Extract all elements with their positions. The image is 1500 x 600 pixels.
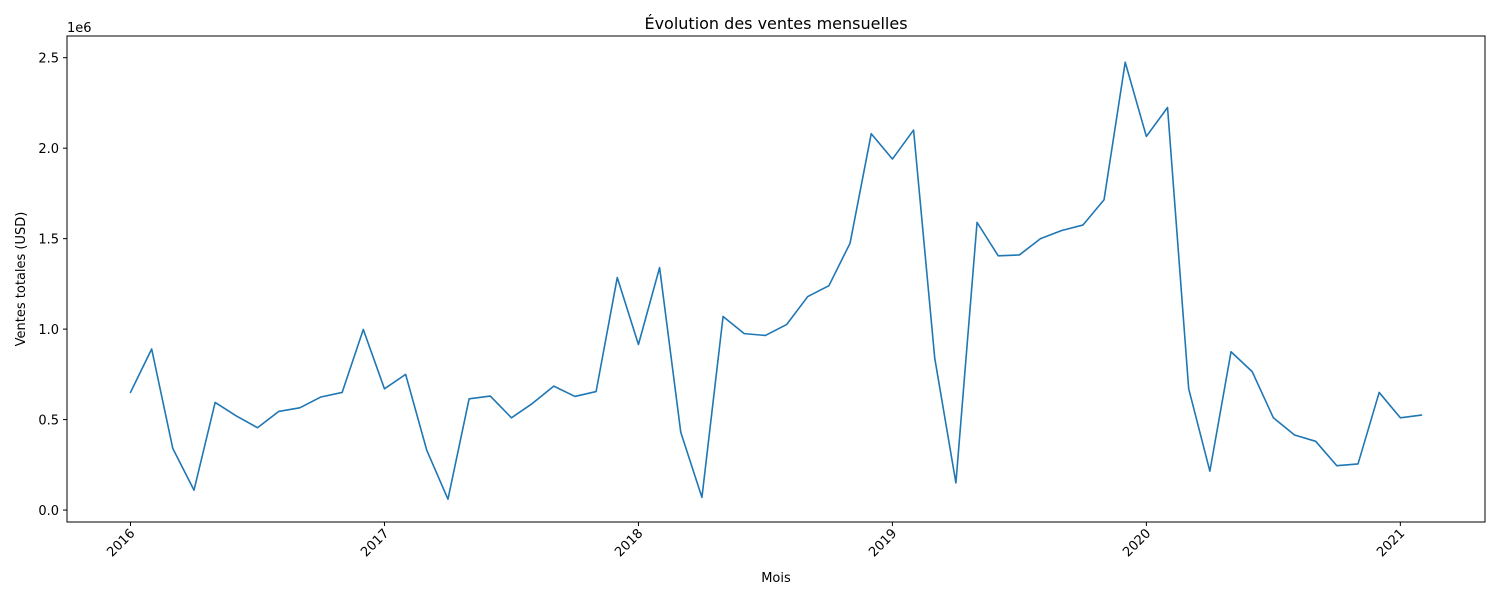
chart-title: Évolution des ventes mensuelles (644, 14, 907, 33)
y-axis-label: Ventes totales (USD) (14, 212, 29, 347)
y-tick-label: 2.5 (38, 52, 59, 67)
x-axis-label: Mois (761, 571, 791, 586)
x-tick-label: 2016 (104, 526, 138, 560)
series-layer (129, 61, 1423, 501)
x-tick-label: 2018 (612, 526, 646, 560)
y-tick-label: 1.0 (38, 323, 59, 338)
y-tick-label: 2.0 (38, 142, 59, 157)
x-tick-label: 2021 (1374, 526, 1408, 560)
y-tick-label: 0.0 (38, 504, 59, 519)
y-tick-label: 0.5 (38, 414, 59, 429)
x-tick-label: 2019 (866, 526, 900, 560)
x-axis: 2016 2017 2018 2019 2020 2021 (104, 522, 1408, 560)
x-tick-label: 2020 (1120, 526, 1154, 560)
y-tick-label: 1.5 (38, 233, 59, 248)
y-axis-offset-label: 1e6 (67, 21, 92, 36)
y-axis: 0.0 0.5 1.0 1.5 2.0 2.5 (38, 52, 67, 519)
plot-frame (66, 35, 1486, 523)
x-tick-label: 2017 (358, 526, 392, 560)
series-line (129, 61, 1423, 501)
